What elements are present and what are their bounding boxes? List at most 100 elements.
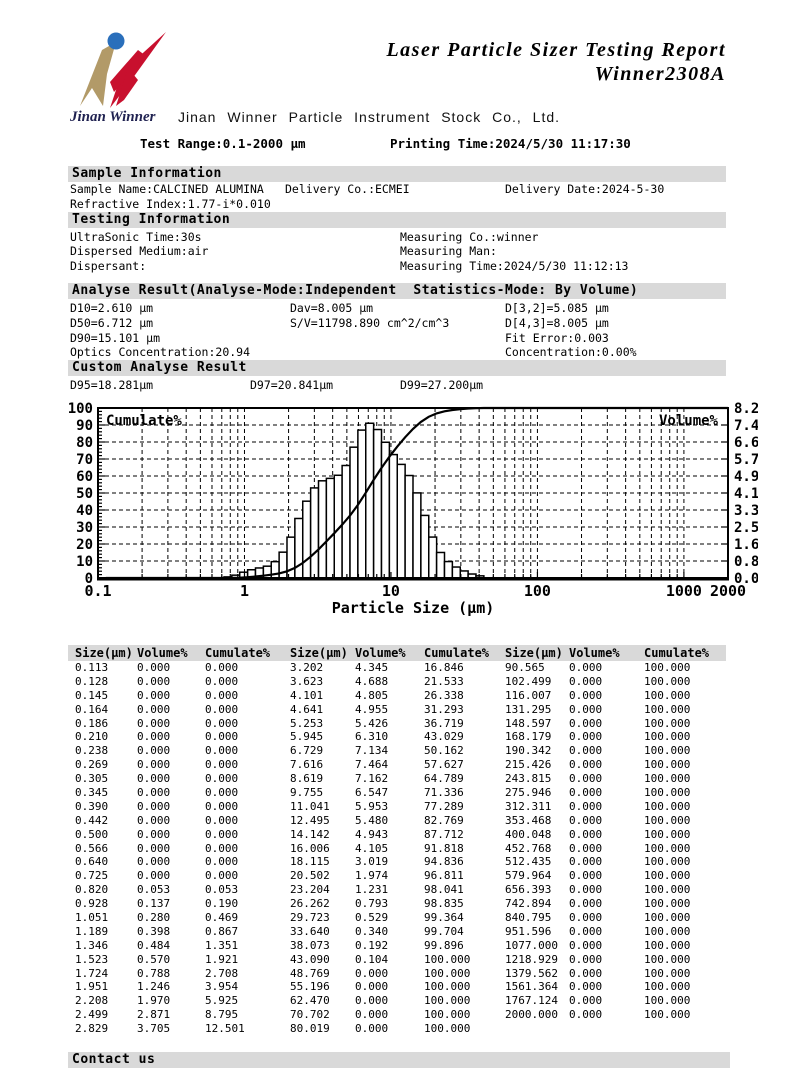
table-cell: 0.000 xyxy=(137,813,171,827)
table-cell: 100.000 xyxy=(644,924,691,938)
table-row: 0.500 0.000 0.000 14.142 4.943 87.712 400.048 0… xyxy=(68,828,726,842)
x-axis-tick-label: 100 xyxy=(524,582,551,600)
table-cell: 1.523 xyxy=(75,952,109,966)
d32-value: D[3,2]=5.085 μm xyxy=(505,300,609,315)
table-cell: 1767.124 xyxy=(505,994,558,1008)
table-cell: 100.000 xyxy=(644,758,691,772)
left-axis-tick-label: 10 xyxy=(76,554,93,570)
table-header-cell: Size(μm) xyxy=(290,646,348,660)
left-axis-tick-label: 30 xyxy=(76,520,93,536)
table-cell: 512.435 xyxy=(505,855,552,869)
table-cell: 100.000 xyxy=(424,1022,471,1036)
table-cell: 0.190 xyxy=(205,897,239,911)
table-cell: 100.000 xyxy=(644,786,691,800)
table-cell: 55.196 xyxy=(290,980,330,994)
table-cell: 0.000 xyxy=(137,744,171,758)
table-row: 0.345 0.000 0.000 9.755 6.547 71.336 275.946 0.… xyxy=(68,786,726,800)
table-cell: 0.398 xyxy=(137,924,171,938)
table-cell: 0.867 xyxy=(205,924,239,938)
table-cell: 7.616 xyxy=(290,758,324,772)
table-cell: 100.000 xyxy=(644,980,691,994)
table-cell: 3.623 xyxy=(290,674,324,688)
table-cell: 21.533 xyxy=(424,674,464,688)
dispersed-medium: Dispersed Medium:air xyxy=(70,244,209,259)
table-cell: 0.000 xyxy=(205,661,239,674)
table-cell: 48.769 xyxy=(290,966,330,980)
table-cell: 8.619 xyxy=(290,772,324,786)
table-cell: 4.641 xyxy=(290,702,324,716)
volume-axis-label: Volume% xyxy=(659,413,719,429)
table-cell: 0.000 xyxy=(137,799,171,813)
table-cell: 100.000 xyxy=(424,980,471,994)
table-cell: 100.000 xyxy=(644,1008,691,1022)
table-cell: 0.000 xyxy=(355,980,389,994)
table-cell: 100.000 xyxy=(644,744,691,758)
table-cell: 26.338 xyxy=(424,688,464,702)
table-cell: 100.000 xyxy=(644,702,691,716)
table-cell: 2.708 xyxy=(205,966,239,980)
table-cell: 4.105 xyxy=(355,841,389,855)
table-cell: 148.597 xyxy=(505,716,552,730)
table-cell: 0.000 xyxy=(137,841,171,855)
table-cell: 100.000 xyxy=(424,966,471,980)
table-cell: 2.499 xyxy=(75,1008,109,1022)
left-axis-tick-label: 40 xyxy=(76,503,93,519)
table-cell: 0.000 xyxy=(137,716,171,730)
table-cell: 11.041 xyxy=(290,799,330,813)
table-cell: 82.769 xyxy=(424,813,464,827)
table-cell: 0.000 xyxy=(569,730,603,744)
refractive-index: Refractive Index:1.77-i*0.010 xyxy=(70,196,271,211)
table-cell: 1.724 xyxy=(75,966,109,980)
table-cell: 0.000 xyxy=(569,716,603,730)
report-body: Sample Information Sample Name:CALCINED … xyxy=(68,166,726,393)
section-testing-information: Testing Information xyxy=(68,211,726,228)
sv-value: S/V=11798.890 cm^2/cm^3 xyxy=(290,315,450,330)
table-cell: 36.719 xyxy=(424,716,464,730)
table-cell: 0.000 xyxy=(137,758,171,772)
table-cell: 4.805 xyxy=(355,688,389,702)
right-axis-tick-label: 0.0 xyxy=(734,571,758,587)
table-cell: 742.894 xyxy=(505,897,552,911)
table-row: 0.820 0.053 0.053 23.204 1.231 98.041 656.393 0… xyxy=(68,883,726,897)
table-header-cell: Cumulate% xyxy=(644,646,710,660)
table-cell: 5.925 xyxy=(205,994,239,1008)
table-cell: 0.390 xyxy=(75,799,109,813)
table-cell: 5.426 xyxy=(355,716,389,730)
report-title-line1: Laser Particle Sizer Testing Report xyxy=(386,39,726,61)
table-cell: 100.000 xyxy=(644,938,691,952)
table-cell: 275.946 xyxy=(505,786,552,800)
table-cell: 0.305 xyxy=(75,772,109,786)
table-cell: 243.815 xyxy=(505,772,552,786)
x-axis-tick-label: 1000 xyxy=(666,582,702,600)
x-axis-tick-label: 10 xyxy=(382,582,400,600)
table-cell: 100.000 xyxy=(644,661,691,674)
table-row: 2.829 3.705 12.501 80.019 0.000 100.000 xyxy=(68,1022,726,1036)
table-cell: 0.000 xyxy=(569,994,603,1008)
range-line: Test Range:0.1-2000 μm Printing Time:202… xyxy=(0,136,794,152)
table-cell: 0.500 xyxy=(75,827,109,841)
table-row: 0.640 0.000 0.000 18.115 3.019 94.836 512.435 0… xyxy=(68,855,726,869)
table-cell: 1.051 xyxy=(75,911,109,925)
table-cell: 18.115 xyxy=(290,855,330,869)
table-cell: 100.000 xyxy=(644,813,691,827)
chart-axes xyxy=(97,407,729,581)
table-cell: 116.007 xyxy=(505,688,552,702)
table-cell: 12.501 xyxy=(205,1022,245,1036)
d43-value: D[4,3]=8.005 μm xyxy=(505,315,609,330)
table-cell: 0.000 xyxy=(205,744,239,758)
particle-size-chart: 0 10 20 30 40 50 60 70 80 90 100 0.0 0.8 1.6 2.5 3.3 4.1… xyxy=(58,398,760,620)
table-cell: 23.204 xyxy=(290,883,330,897)
table-cell: 99.704 xyxy=(424,924,464,938)
table-cell: 0.000 xyxy=(569,980,603,994)
x-axis-tick-label: 2000 xyxy=(710,582,746,600)
table-cell: 3.705 xyxy=(137,1022,171,1036)
logo-graphic xyxy=(80,32,166,108)
table-row: 2.208 1.970 5.925 62.470 0.000 100.000 1767.12… xyxy=(68,994,726,1008)
table-cell: 98.041 xyxy=(424,883,464,897)
table-cell: 1.246 xyxy=(137,980,171,994)
measuring-co: Measuring Co.:winner xyxy=(400,229,539,244)
table-cell: 0.000 xyxy=(355,966,389,980)
table-cell: 0.000 xyxy=(569,883,603,897)
table-cell: 0.000 xyxy=(137,772,171,786)
table-row: 1.523 0.570 1.921 43.090 0.104 100.000 1218.92… xyxy=(68,953,726,967)
